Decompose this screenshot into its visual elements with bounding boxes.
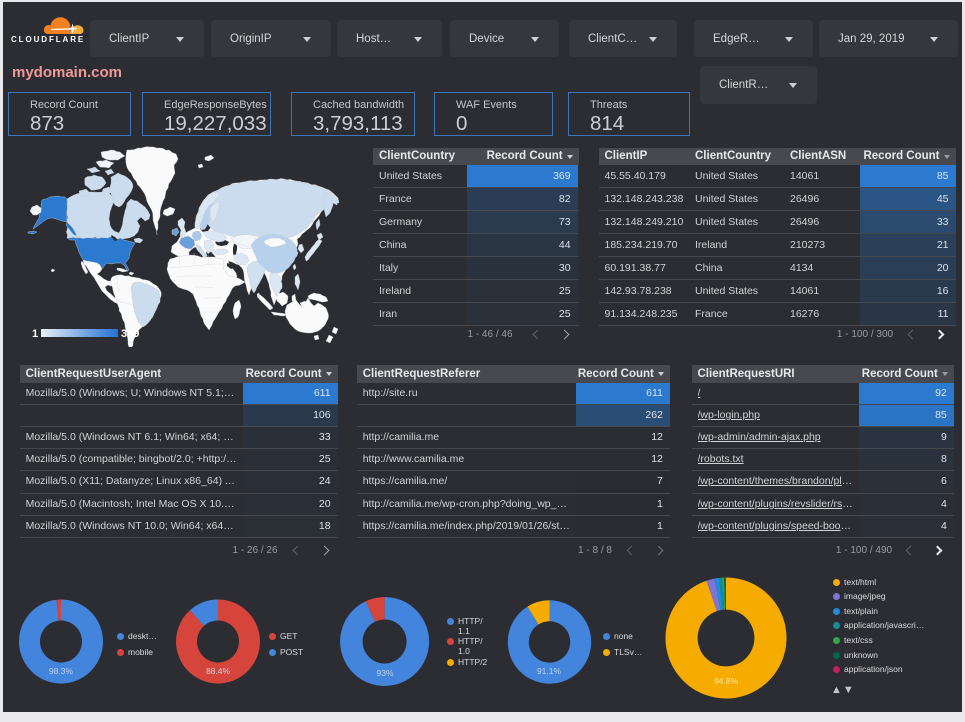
svg-text:369: 369	[121, 328, 139, 340]
svg-text:1: 1	[32, 328, 38, 340]
